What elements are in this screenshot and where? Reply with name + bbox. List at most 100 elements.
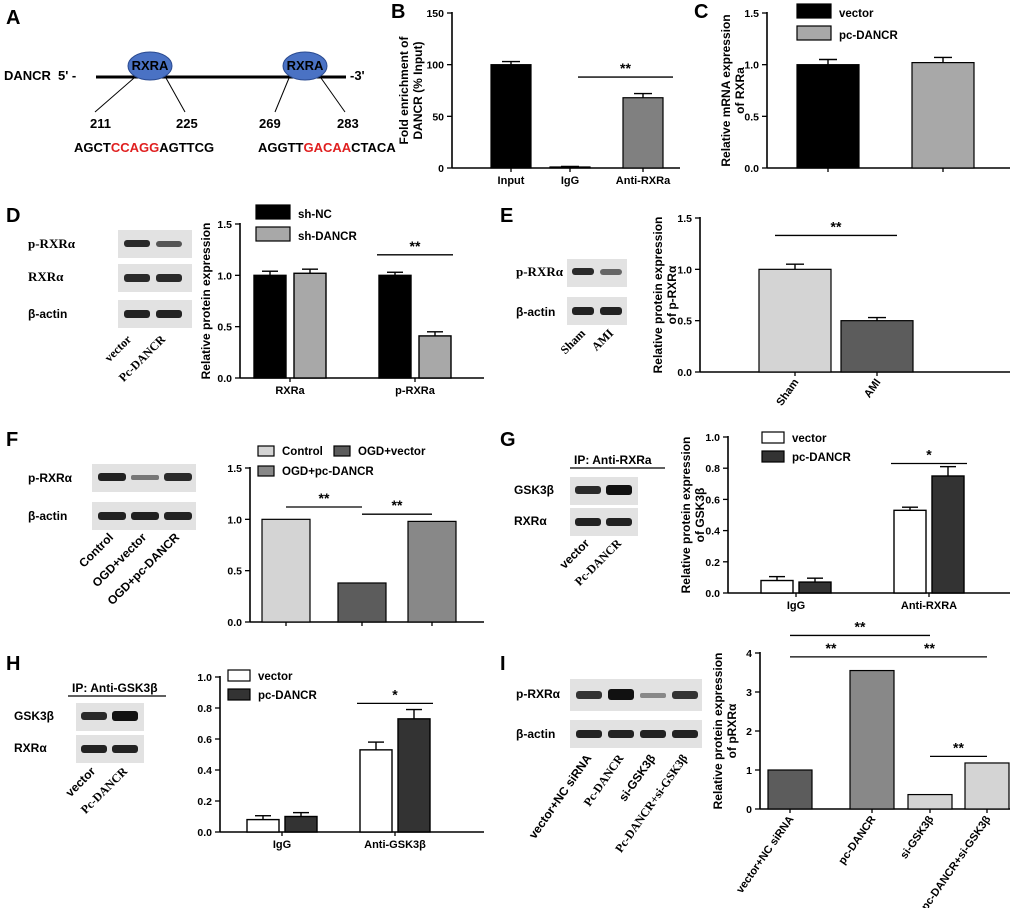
bar-sh-nc bbox=[253, 274, 287, 379]
blot-row-label: GSK3β bbox=[514, 483, 554, 497]
y-tick-label: 1.5 bbox=[217, 219, 232, 231]
legend-swatch bbox=[796, 3, 832, 19]
bar bbox=[407, 520, 457, 623]
blot-band bbox=[124, 240, 150, 247]
significance-marker: ** bbox=[620, 60, 631, 76]
x-category-label: Anti-RXRa bbox=[616, 175, 671, 187]
legend-swatch bbox=[333, 445, 351, 457]
blot-band bbox=[112, 745, 138, 753]
blot-row-label: β-actin bbox=[516, 305, 555, 319]
significance-marker: ** bbox=[924, 640, 935, 656]
y-tick-label: 0.0 bbox=[217, 373, 232, 385]
panel-f-blot: p-RXRα β-actin Control OGD+vector OGD+pc… bbox=[28, 464, 196, 608]
x-category-label: p-RXRa bbox=[395, 385, 436, 397]
panel-label-e: E bbox=[500, 205, 513, 227]
site-connector bbox=[320, 77, 346, 113]
legend-label: Control bbox=[282, 446, 323, 458]
y-axis-title-line: Fold enrichment of bbox=[397, 35, 411, 144]
legend-swatch bbox=[257, 465, 275, 477]
bar bbox=[796, 64, 860, 169]
bar-pc-dancr bbox=[284, 815, 318, 833]
blot-row-label: β-actin bbox=[28, 509, 67, 523]
legend-swatch bbox=[227, 669, 251, 682]
ip-title: IP: Anti-GSK3β bbox=[72, 681, 158, 695]
panel-h-blot: IP: Anti-GSK3β GSK3β RXRα vector Pc-DANC… bbox=[14, 681, 166, 817]
panel-a-schematic: DANCR 5' - -3' RXRA RXRA 211 225 269 283… bbox=[4, 51, 396, 155]
chart-panel-d: 0.0 0.5 1.0 1.5 Relative protein expression R… bbox=[199, 204, 484, 397]
blot-band bbox=[164, 473, 192, 481]
y-tick-label: 0.8 bbox=[197, 703, 212, 715]
y-tick-label: 1.0 bbox=[744, 60, 759, 72]
y-tick-label: 0 bbox=[438, 163, 444, 175]
significance-marker: * bbox=[926, 447, 932, 463]
y-axis-title-line: Relative mRNA expression bbox=[719, 14, 733, 166]
legend-label: pc-DANCR bbox=[258, 690, 317, 702]
rxra-protein-label: RXRA bbox=[132, 58, 169, 73]
x-category-label: IgG bbox=[561, 175, 579, 187]
legend-label: vector bbox=[839, 8, 874, 20]
y-axis-title: Relative mRNA expressionof RXRa bbox=[719, 14, 747, 166]
y-axis-title-line: Relative protein expression bbox=[711, 653, 725, 810]
y-tick-label: 0.5 bbox=[217, 322, 232, 334]
blot-band bbox=[606, 485, 632, 495]
x-category-label: Anti-RXRA bbox=[901, 600, 957, 612]
bar-pc-dancr bbox=[798, 581, 832, 594]
legend-label: sh-DANCR bbox=[298, 231, 357, 243]
chart-panel-b: 0 50 100 150 Fold enrichment ofDANCR (% Inpu… bbox=[397, 8, 680, 187]
x-category-label: pc-DANCR bbox=[836, 814, 878, 867]
y-tick-label: 150 bbox=[426, 8, 444, 20]
legend-swatch bbox=[761, 431, 785, 444]
blot-band bbox=[606, 518, 632, 526]
bar bbox=[849, 669, 895, 810]
blot-row-label: p-RXRα bbox=[516, 687, 561, 701]
significance-marker: ** bbox=[953, 739, 964, 755]
panel-label-i: I bbox=[500, 653, 506, 675]
x-category-label: AMI bbox=[862, 377, 883, 400]
x-category-label: Anti-GSK3β bbox=[364, 839, 426, 851]
y-tick-label: 0.2 bbox=[705, 557, 720, 569]
panel-label-g: G bbox=[500, 429, 516, 451]
blot-band bbox=[156, 274, 182, 282]
blot-band bbox=[81, 745, 107, 753]
y-tick-label: 0 bbox=[746, 804, 752, 816]
y-tick-label: 2 bbox=[746, 726, 752, 738]
blot-band bbox=[608, 689, 634, 700]
y-axis-title-line: DANCR (% Input) bbox=[411, 42, 425, 140]
bar-pc-dancr bbox=[931, 475, 965, 594]
blot-band bbox=[640, 730, 666, 738]
lane-label: AMI bbox=[589, 326, 617, 354]
y-tick-label: 0.6 bbox=[705, 494, 720, 506]
blot-row-label: RXRα bbox=[28, 269, 64, 284]
panel-label-f: F bbox=[6, 429, 18, 451]
x-category-label: IgG bbox=[273, 839, 291, 851]
y-tick-label: 0.0 bbox=[705, 588, 720, 600]
significance-marker: ** bbox=[855, 618, 866, 634]
chart-panel-i: 0 1 2 3 4 Relative protein expressionof pRXRα… bbox=[711, 618, 1010, 908]
y-tick-label: 4 bbox=[746, 648, 752, 660]
y-tick-label: 3 bbox=[746, 687, 752, 699]
bar bbox=[964, 762, 1010, 810]
y-tick-label: 1.0 bbox=[227, 514, 242, 526]
panel-label-a: A bbox=[6, 7, 20, 29]
legend-label: sh-NC bbox=[298, 209, 332, 221]
chart-panel-f: 0.0 0.5 1.0 1.5 Control OGD+vector OGD+pc-DANC… bbox=[227, 445, 484, 629]
x-category-label: Input bbox=[498, 175, 525, 187]
legend-label: pc-DANCR bbox=[839, 30, 898, 42]
significance-marker: ** bbox=[410, 238, 421, 254]
blot-band bbox=[640, 693, 666, 698]
legend-label: OGD+pc-DANCR bbox=[282, 466, 374, 478]
blot-band bbox=[672, 691, 698, 699]
y-tick-label: 0.0 bbox=[744, 163, 759, 175]
blot-band bbox=[131, 512, 159, 520]
bar bbox=[840, 320, 914, 373]
panel-label-c: C bbox=[694, 1, 708, 23]
significance-marker: ** bbox=[826, 640, 837, 656]
significance-marker: ** bbox=[392, 497, 403, 513]
blot-band bbox=[572, 307, 594, 315]
bar-sh-nc bbox=[378, 274, 412, 379]
site-connector bbox=[274, 77, 290, 113]
legend-swatch bbox=[227, 688, 251, 701]
y-axis-title: Relative protein expressionof p-RXRα bbox=[651, 217, 679, 374]
site-start-position: 211 bbox=[90, 116, 111, 131]
